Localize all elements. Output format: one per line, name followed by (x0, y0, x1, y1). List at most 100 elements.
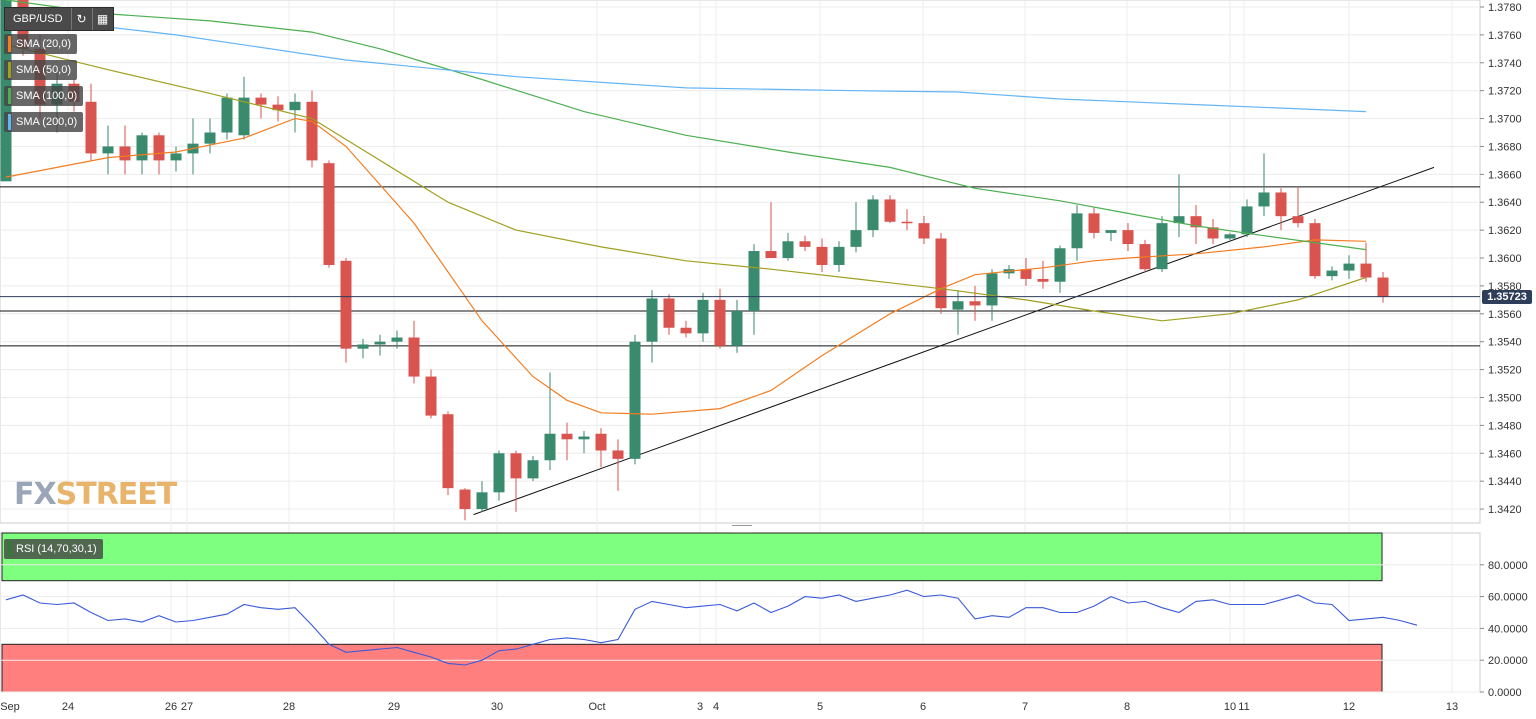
candle-body (612, 450, 624, 459)
candle-body (425, 376, 437, 416)
x-tick-label: 12 (1343, 701, 1355, 713)
legend-sma-20[interactable]: SMA (20,0) (4, 34, 78, 54)
rsi-y-tick-label: 0.0000 (1488, 687, 1522, 699)
candle-body (1343, 263, 1355, 271)
legend-sma-50[interactable]: SMA (50,0) (4, 60, 78, 80)
candle-body (1156, 223, 1168, 270)
x-tick-label: 4 (713, 701, 719, 713)
logo-fx: FX (14, 477, 57, 512)
rsi-overbought-zone (1, 532, 1383, 582)
candle-body (1377, 277, 1389, 298)
candle-body (731, 311, 743, 346)
symbol-toolbar: GBP/USD ↻ ▦ (4, 7, 114, 31)
candle-body (595, 433, 607, 451)
main-pane-bg (0, 0, 1481, 524)
x-tick-label: 24 (62, 701, 74, 713)
legend-sma-200[interactable]: SMA (200,0) (4, 112, 84, 132)
sma-line (5, 44, 1367, 322)
candle-body (833, 246, 845, 265)
y-tick-label: 1.3500 (1488, 392, 1522, 404)
candle-body (289, 101, 301, 111)
legend-swatch (8, 114, 11, 130)
x-tick-label: 30 (491, 701, 503, 713)
candle-body (408, 337, 420, 377)
y-tick-label: 1.3480 (1488, 420, 1522, 432)
candle-body (357, 344, 369, 349)
candle-body (680, 327, 692, 334)
y-tick-label: 1.3460 (1488, 448, 1522, 460)
x-tick-label: Sep (0, 701, 20, 713)
candle-body (221, 97, 233, 133)
candle-body (85, 101, 97, 154)
candle-body (884, 199, 896, 222)
sma-line (5, 0, 1367, 251)
candle-body (1122, 230, 1134, 245)
x-tick-label: 7 (1022, 701, 1028, 713)
rsi-line (5, 589, 1418, 666)
candle-body (1105, 230, 1117, 233)
candle-body (102, 146, 114, 154)
candle-body (714, 299, 726, 346)
candle-body (374, 341, 386, 345)
candle-body (272, 104, 284, 111)
candle-body (204, 132, 216, 144)
symbol-label[interactable]: GBP/USD (13, 13, 63, 25)
pane-resize-handle[interactable] (732, 525, 752, 533)
candle-body (816, 246, 828, 265)
y-tick-label: 1.3620 (1488, 225, 1522, 237)
candle-body (782, 241, 794, 259)
x-tick-label: 13 (1446, 701, 1458, 713)
candle-body (136, 135, 148, 161)
refresh-icon[interactable]: ↻ (70, 8, 92, 30)
candle-body (1037, 278, 1049, 282)
y-tick-label: 1.3660 (1488, 169, 1522, 181)
candle-body (1241, 206, 1253, 235)
y-tick-label: 1.3700 (1488, 114, 1522, 126)
candle-body (255, 97, 267, 105)
candle-body (748, 251, 760, 312)
legend-label: SMA (200,0) (16, 116, 78, 128)
candle-body (901, 221, 913, 224)
candle-body (867, 199, 879, 231)
y-tick-label: 1.3520 (1488, 365, 1522, 377)
x-tick-label: 6 (920, 701, 926, 713)
candle-body (510, 453, 522, 479)
candle-body (1071, 213, 1083, 249)
y-tick-label: 1.3560 (1488, 309, 1522, 321)
legend-rsi[interactable]: RSI (14,70,30,1) (4, 539, 103, 559)
candle-body (170, 153, 182, 161)
candle-body (442, 414, 454, 489)
legend-swatch (8, 541, 11, 557)
candle-body (340, 260, 352, 349)
candle-body (476, 492, 488, 510)
candle-body (850, 230, 862, 247)
candle-body (1224, 234, 1236, 239)
candle-body (459, 489, 471, 510)
candle-body (578, 436, 590, 440)
candle-body (629, 341, 641, 459)
candle-body (153, 135, 165, 161)
x-tick-label: 11 (1238, 701, 1249, 713)
candle-body (799, 241, 811, 247)
x-tick-label: Oct (588, 701, 605, 713)
rsi-y-tick-label: 20.0000 (1488, 655, 1528, 667)
y-tick-label: 1.3760 (1488, 30, 1522, 42)
y-tick-label: 1.3720 (1488, 86, 1522, 98)
candle-body (1275, 192, 1287, 217)
bar-chart-icon[interactable]: ▦ (91, 8, 113, 30)
candle-body (1207, 227, 1219, 239)
candle-body (544, 433, 556, 461)
x-tick-label: 29 (388, 701, 400, 713)
candle-body (986, 273, 998, 306)
candle-body (1326, 270, 1338, 277)
x-tick-label: 10 (1224, 701, 1236, 713)
x-tick-label: 5 (817, 701, 823, 713)
candle-body (646, 298, 658, 342)
candle-body (935, 238, 947, 309)
candle-body (1258, 192, 1270, 207)
x-tick-label: 27 (181, 701, 193, 713)
legend-sma-100[interactable]: SMA (100,0) (4, 86, 84, 106)
x-tick-label: 3 (697, 701, 703, 713)
